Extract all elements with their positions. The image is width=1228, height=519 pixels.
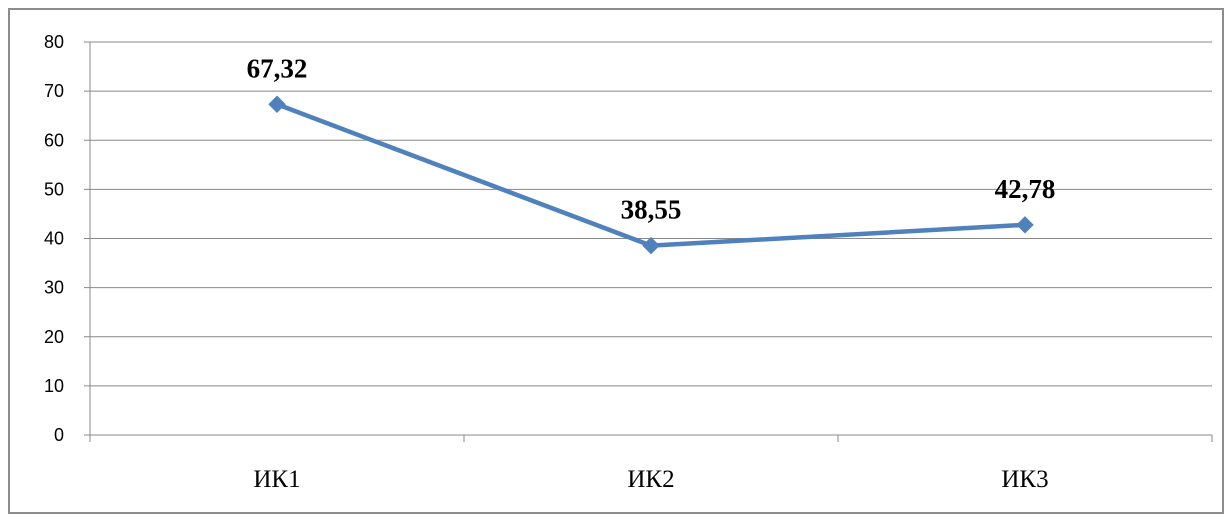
data-label: 42,78 (995, 174, 1056, 204)
y-tick-label: 20 (44, 327, 64, 347)
y-tick-label: 40 (44, 229, 64, 249)
x-tick-label: ИК1 (253, 466, 300, 493)
y-tick-label: 80 (44, 32, 64, 52)
x-tick-label: ИК2 (627, 466, 674, 493)
data-point-marker (268, 95, 286, 113)
data-label: 38,55 (621, 195, 682, 225)
data-point-marker (1016, 216, 1034, 234)
data-label: 67,32 (247, 53, 308, 83)
y-tick-label: 60 (44, 130, 64, 150)
x-tick-label: ИК3 (1001, 466, 1048, 493)
y-tick-label: 50 (44, 179, 64, 199)
y-tick-label: 0 (54, 425, 64, 445)
y-tick-label: 10 (44, 376, 64, 396)
y-tick-label: 30 (44, 278, 64, 298)
data-point-marker (642, 236, 660, 255)
y-tick-label: 70 (44, 81, 64, 101)
chart-frame (8, 8, 1224, 514)
